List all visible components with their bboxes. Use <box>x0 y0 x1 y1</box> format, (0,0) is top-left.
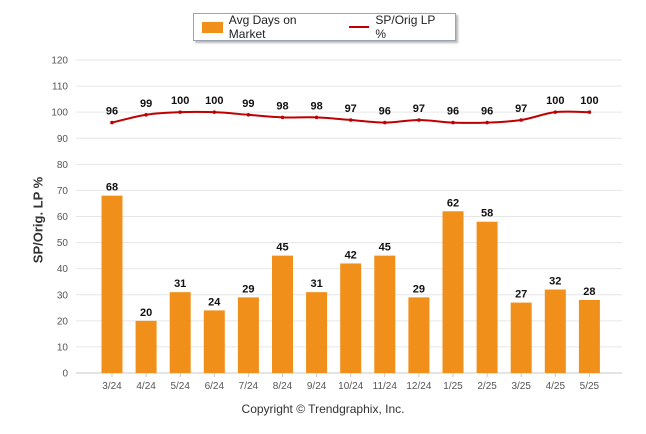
bar-data-label: 58 <box>481 208 493 220</box>
x-tick-label: 2/25 <box>477 381 497 392</box>
y-tick-label: 90 <box>57 134 69 145</box>
y-tick-label: 60 <box>57 212 69 223</box>
legend-bar-swatch <box>202 21 223 33</box>
line-point <box>383 120 387 125</box>
y-tick-label: 110 <box>52 82 68 93</box>
x-tick-label: 1/25 <box>443 381 463 392</box>
bar-data-label: 20 <box>140 307 152 319</box>
x-tick-label: 5/25 <box>580 381 600 392</box>
line-point <box>212 110 217 114</box>
line-data-label: 97 <box>515 103 527 115</box>
line-point <box>246 112 251 117</box>
bar-data-label: 45 <box>379 242 391 254</box>
line-point <box>451 120 455 125</box>
bar <box>169 292 191 373</box>
line-data-label: 96 <box>481 106 493 118</box>
bar <box>578 299 600 373</box>
bar-data-label: 29 <box>242 283 254 295</box>
bar <box>408 297 430 373</box>
bar <box>544 289 566 373</box>
bar <box>442 211 464 373</box>
legend-line-label: SP/Orig LP % <box>375 13 436 41</box>
x-tick-label: 3/25 <box>511 381 531 392</box>
legend: Avg Days on Market SP/Orig LP % <box>193 13 456 41</box>
y-tick-label: 70 <box>57 186 69 197</box>
line-data-label: 96 <box>447 106 459 118</box>
line-data-label: 100 <box>205 95 223 107</box>
line-data-label: 97 <box>345 103 357 115</box>
y-tick-label: 50 <box>57 238 69 249</box>
line-point <box>417 118 421 122</box>
line-point <box>348 118 353 122</box>
line-data-label: 99 <box>140 98 152 110</box>
legend-item-line: SP/Orig LP % <box>348 13 445 41</box>
y-tick-label: 30 <box>57 290 69 301</box>
x-tick-label: 12/24 <box>406 381 431 392</box>
line-data-label: 96 <box>106 106 118 118</box>
line-data-label: 99 <box>242 98 254 110</box>
bar-data-label: 27 <box>515 289 527 301</box>
y-tick-label: 40 <box>57 264 69 275</box>
bar <box>101 195 123 373</box>
bar <box>203 310 225 373</box>
bar-data-label: 45 <box>276 242 288 254</box>
x-tick-label: 3/24 <box>102 381 122 392</box>
x-tick-label: 11/24 <box>373 381 398 392</box>
bar-data-label: 31 <box>174 278 186 290</box>
bar-data-label: 32 <box>549 276 561 288</box>
line-data-label: 96 <box>379 106 391 118</box>
copyright-footer: Copyright © Trendgraphix, Inc. <box>241 402 405 416</box>
legend-item-bars: Avg Days on Market <box>202 13 331 41</box>
line-point <box>553 110 558 114</box>
line-data-label: 100 <box>171 95 189 107</box>
x-tick-label: 8/24 <box>273 381 293 392</box>
y-axis-label: SP/Orig. LP % <box>30 176 46 264</box>
line-data-label: 100 <box>580 95 598 107</box>
legend-bar-label: Avg Days on Market <box>228 13 297 41</box>
line-point <box>280 115 285 120</box>
line-point <box>587 110 592 114</box>
line-data-label: 100 <box>546 95 564 107</box>
line-point <box>485 120 489 125</box>
bar-data-label: 42 <box>345 249 357 261</box>
line-data-label: 97 <box>413 103 425 115</box>
bar <box>306 292 328 373</box>
bar-data-label: 62 <box>447 197 459 209</box>
y-tick-label: 20 <box>57 316 69 327</box>
bar <box>272 255 293 373</box>
y-tick-label: 80 <box>57 160 69 171</box>
line-point <box>519 118 523 122</box>
bar <box>340 263 362 373</box>
x-tick-label: 9/24 <box>307 381 327 392</box>
bar <box>237 297 259 373</box>
line-point <box>178 110 182 114</box>
y-tick-label: 0 <box>62 369 68 380</box>
y-tick-label: 120 <box>51 56 68 67</box>
bar <box>374 255 396 373</box>
bar <box>510 302 532 373</box>
y-tick-label: 10 <box>57 342 69 353</box>
bar-data-label: 29 <box>413 283 425 295</box>
bar-data-label: 31 <box>310 278 322 290</box>
line-data-label: 98 <box>310 100 322 112</box>
x-tick-label: 5/24 <box>170 381 190 392</box>
x-tick-label: 4/24 <box>136 381 156 392</box>
legend-line-swatch <box>348 26 370 28</box>
x-tick-label: 7/24 <box>239 381 259 392</box>
y-tick-label: 100 <box>51 108 68 119</box>
line-point <box>314 115 319 120</box>
line-point <box>144 112 148 117</box>
bar-data-label: 68 <box>106 182 118 194</box>
line-point <box>110 120 114 125</box>
line-data-label: 98 <box>276 100 288 112</box>
x-tick-label: 10/24 <box>338 381 363 392</box>
bar <box>476 221 498 373</box>
x-tick-label: 6/24 <box>205 381 225 392</box>
x-tick-label: 4/25 <box>546 381 566 392</box>
bar-data-label: 28 <box>583 286 595 298</box>
bar <box>135 320 157 373</box>
bar-data-label: 24 <box>208 296 221 308</box>
